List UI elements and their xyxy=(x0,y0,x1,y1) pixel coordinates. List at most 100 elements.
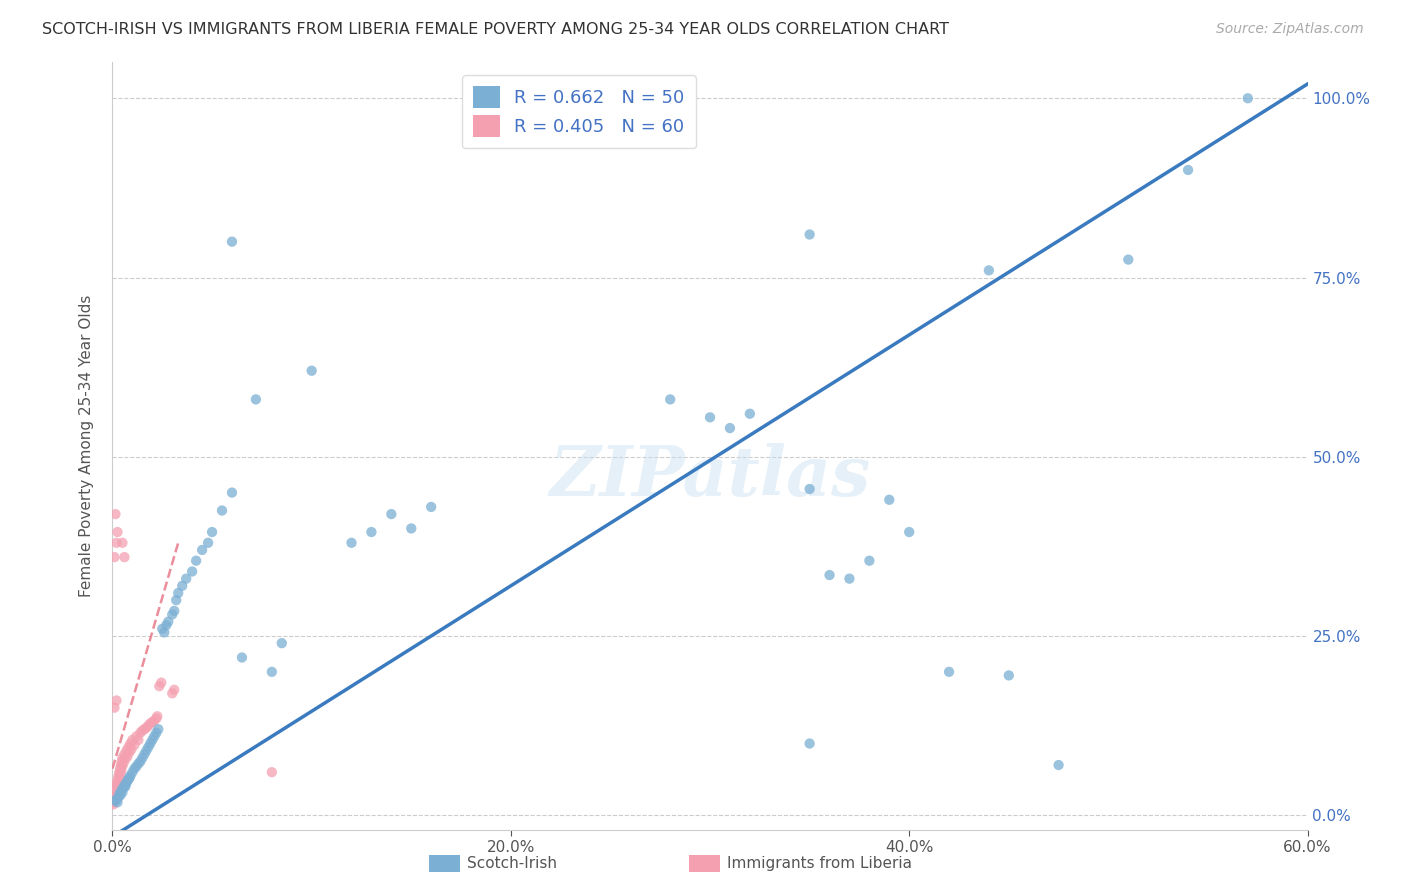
Point xyxy=(211,503,233,517)
Point xyxy=(260,765,283,780)
Point xyxy=(699,410,721,425)
Point xyxy=(163,682,186,697)
Point xyxy=(107,769,129,783)
Point xyxy=(401,521,423,535)
Point xyxy=(143,714,166,728)
Point xyxy=(799,737,821,751)
Point xyxy=(738,407,761,421)
Point xyxy=(260,665,283,679)
Point xyxy=(659,392,682,407)
Point xyxy=(1177,163,1199,178)
Point xyxy=(139,737,162,751)
Point xyxy=(103,700,125,714)
Point xyxy=(111,785,134,799)
Point xyxy=(162,686,183,700)
Point xyxy=(111,755,134,769)
Point xyxy=(134,722,156,736)
Point xyxy=(112,780,135,795)
Point xyxy=(111,751,134,765)
Point xyxy=(124,738,146,752)
Point xyxy=(108,765,131,780)
Point xyxy=(114,778,135,792)
Point xyxy=(138,718,160,732)
Point xyxy=(838,572,860,586)
Point xyxy=(120,737,142,751)
Point xyxy=(270,636,292,650)
Point xyxy=(138,740,160,755)
Point xyxy=(141,714,163,729)
Point xyxy=(420,500,443,514)
Point xyxy=(135,744,157,758)
Point xyxy=(111,536,134,550)
Point xyxy=(110,758,132,772)
Point xyxy=(110,788,132,802)
Point xyxy=(134,747,156,762)
Point xyxy=(114,752,136,766)
Point xyxy=(301,364,323,378)
Point xyxy=(115,744,138,758)
Point xyxy=(799,227,821,242)
Point xyxy=(201,524,224,539)
Point xyxy=(103,795,125,809)
Point xyxy=(858,554,880,568)
Point xyxy=(104,794,127,808)
Point xyxy=(898,524,921,539)
Point xyxy=(110,764,132,778)
Point xyxy=(145,725,167,739)
Text: Source: ZipAtlas.com: Source: ZipAtlas.com xyxy=(1216,22,1364,37)
Point xyxy=(107,778,129,792)
Point xyxy=(938,665,960,679)
Point xyxy=(108,773,131,788)
Point xyxy=(104,792,127,806)
Point xyxy=(105,785,128,799)
Point xyxy=(799,482,821,496)
Point xyxy=(108,762,131,776)
Text: ZIPatlas: ZIPatlas xyxy=(550,443,870,510)
Point xyxy=(103,797,125,812)
Point xyxy=(150,675,173,690)
Point xyxy=(125,759,148,773)
Point xyxy=(101,794,124,808)
Point xyxy=(1047,758,1070,772)
Point xyxy=(153,625,176,640)
Point xyxy=(143,730,166,744)
Point xyxy=(114,550,135,565)
Point xyxy=(148,722,170,736)
Point xyxy=(145,711,167,725)
Point xyxy=(103,787,125,801)
Point xyxy=(121,733,143,747)
Point xyxy=(105,780,128,795)
Point xyxy=(129,755,152,769)
Point xyxy=(221,485,243,500)
Point xyxy=(139,716,162,731)
Point xyxy=(135,721,157,735)
Point xyxy=(360,524,382,539)
Point xyxy=(718,421,741,435)
Point xyxy=(231,650,253,665)
Point xyxy=(117,749,139,764)
Point xyxy=(104,788,127,802)
Y-axis label: Female Poverty Among 25-34 Year Olds: Female Poverty Among 25-34 Year Olds xyxy=(79,295,94,597)
Point xyxy=(124,762,146,776)
Point xyxy=(107,772,129,787)
Point xyxy=(998,668,1021,682)
Text: Immigrants from Liberia: Immigrants from Liberia xyxy=(727,856,912,871)
Point xyxy=(103,550,125,565)
Point xyxy=(117,772,139,787)
Point xyxy=(172,579,194,593)
Point xyxy=(120,742,142,756)
Point xyxy=(110,766,132,780)
Point xyxy=(118,771,141,785)
Point xyxy=(167,586,190,600)
Point xyxy=(105,536,128,550)
Point xyxy=(1237,91,1260,105)
Point xyxy=(879,492,901,507)
Text: SCOTCH-IRISH VS IMMIGRANTS FROM LIBERIA FEMALE POVERTY AMONG 25-34 YEAR OLDS COR: SCOTCH-IRISH VS IMMIGRANTS FROM LIBERIA … xyxy=(42,22,949,37)
Point xyxy=(105,780,128,794)
Point xyxy=(127,756,149,771)
Point xyxy=(163,604,186,618)
Point xyxy=(107,790,129,805)
Point xyxy=(977,263,1000,277)
Point xyxy=(104,507,127,521)
Point xyxy=(191,543,214,558)
